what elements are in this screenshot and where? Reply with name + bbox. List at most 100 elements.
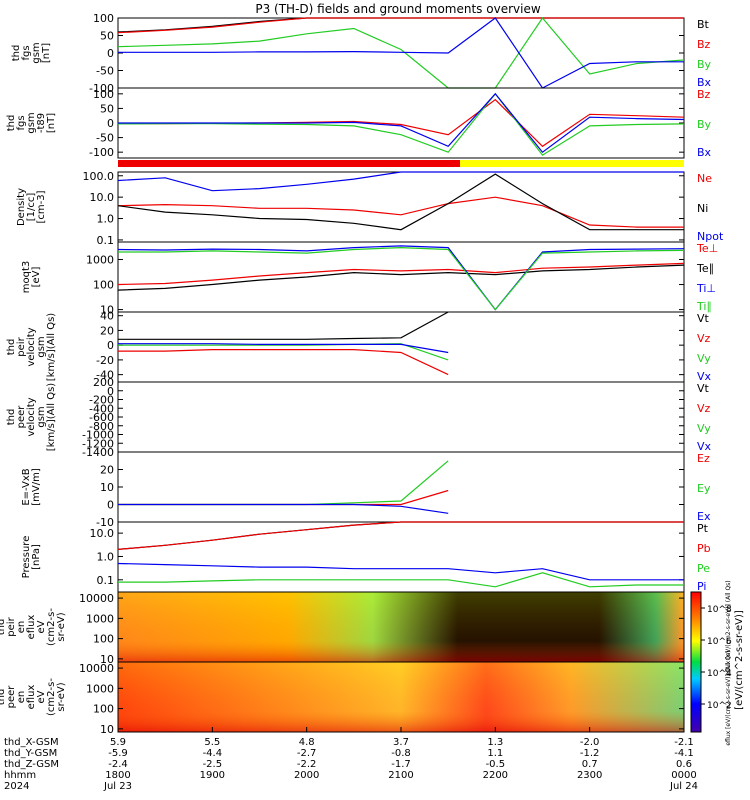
y-axis-label: thd peer en eflux eV (cm2-s-sr-eV) [0,678,67,716]
x-axis-row-value: -2.2 [297,759,317,770]
series-line-Pb [117,521,684,550]
y-tick-label: 20 [100,324,114,337]
x-axis-row-value: 5.9 [110,737,126,748]
legend-entry: Vx [697,370,712,383]
x-axis-row-value: -2.5 [203,759,223,770]
series-line-Pe [118,572,684,588]
series-line-Ne [117,196,684,228]
colorbar-label: [eV/(cm^2-s-sr-eV)] [734,610,745,710]
y-tick-label: 100.0 [83,170,115,183]
panel-frame [117,241,685,313]
date-label: Jul 24 [669,781,698,792]
y-tick-label: -800 [89,420,114,433]
y-tick-label: 0 [107,499,114,512]
legend-entry: Bx [697,146,712,159]
x-axis-row-label: thd_X-GSM [4,737,59,748]
legend-entry: Ti∥ [696,300,712,313]
legend-entry: Te∥ [696,262,714,275]
colorbar-tick-label: 10^2 [707,701,732,711]
y-axis-label: moqt3 [eV] [21,261,42,294]
x-axis-row-value: 5.5 [204,737,220,748]
series-line-Te [117,262,685,286]
x-axis-row-value: 0.6 [676,759,692,770]
legend-entry: Npot [697,230,724,243]
legend-entry: Pt [697,522,709,535]
y-tick-label: 1000 [86,254,114,267]
y-axis-label-line: moqt3 [21,261,32,294]
y-axis-label-line: gsm [36,406,47,427]
y-axis-label-line: gsm [26,112,37,133]
panel-8: 10.0 1.0 0.1 Pressure [nPa] Pt Pb Pe Pi [21,521,711,593]
y-tick-label: 10 [100,481,114,494]
y-tick-label: 0 [107,339,114,352]
colorbar-side-label: eflux [eV/(cm2-s-sr-eV)] (All Qs) [725,580,732,675]
series-line-Vz [118,349,449,376]
y-tick-label: 0 [107,385,114,398]
panel-frame [117,17,685,89]
series-line-Npot [117,171,684,192]
y-tick-label: -1400 [82,446,114,459]
y-tick-label: 40 [100,310,114,323]
y-axis-label-line: velocity [26,327,37,366]
y-axis-label-line: thd [11,45,22,62]
legend-entry: By [697,118,712,131]
panel-frame [117,171,685,243]
panel-3: 100.0 10.0 1.0 0.1 Density [1/cc] [cm-3] Ne Ni Np… [16,170,724,247]
legend-entry: Vy [697,352,711,365]
x-axis-row-label: thd_Y-GSM [4,748,57,759]
spectrogram-shading [118,662,684,732]
x-axis-row-value: -2.7 [297,748,317,759]
y-tick-label: 1000 [86,682,114,695]
y-axis-label-line: eflux [26,685,37,710]
y-tick-label: 50 [100,30,114,43]
y-axis-label-line: [nPa] [31,544,42,570]
x-axis-row-value: -0.5 [486,759,506,770]
series-line-Pi [117,562,684,581]
y-axis-label-line: en [16,621,27,634]
y-tick-label: 10000 [79,662,114,675]
colorbar-side-label-text: eflux [eV/(cm2-s-sr-eV)] (All Qs) [725,580,732,675]
panel-4: 1000 100 10 moqt3 [eV] Te⊥ Te∥ Ti⊥ Ti∥ [21,241,718,317]
x-axis-row-value: 2100 [388,770,413,781]
y-tick-label: 100 [93,279,114,292]
series-line-By [117,17,685,89]
y-tick-label: -200 [89,394,114,407]
y-axis-label-line: Pressure [21,536,32,579]
series-line-Ex [118,503,449,514]
series-line-Bz [117,17,684,34]
series-line-Vx [118,343,449,354]
legend-entry: Ex [697,510,711,523]
year-label: 2024 [4,781,29,792]
y-axis-label-line: [km/s](All Qs) [46,313,57,381]
y-tick-label: 50 [100,102,114,115]
y-axis-label-line: en [16,691,27,704]
y-axis-label-line: [1/cc] [26,193,37,222]
x-axis-row-value: -4.1 [674,748,694,759]
y-tick-label: 1000 [86,612,114,625]
y-tick-label: 10.0 [90,191,115,204]
y-axis-label-line: sr-eV) [56,682,67,711]
x-axis-row-value: 2300 [577,770,602,781]
series-line-Ey [118,460,449,506]
y-axis-label-line: peir [16,336,27,356]
y-axis-label-line: peir [6,616,17,636]
x-axis-row-value: 2200 [483,770,508,781]
legend-entry: Ey [697,482,711,495]
y-tick-label: 100 [93,633,114,646]
panel-frame [117,381,685,453]
colorbar-tick-label: 10^4 [707,669,732,679]
y-axis-label-line: [cm-3] [36,190,47,223]
legend-entry: Pe [697,562,710,575]
y-tick-label: 0 [107,117,114,130]
y-tick-label: -1000 [82,429,114,442]
y-tick-label: 100 [93,88,114,101]
panel-10: 10000 1000 100 10 thd peer en eflux eV (cm2-s-sr-… [0,661,685,736]
y-tick-label: 10 [100,653,114,666]
panel-1: 100 50 0 -50 -100 thd fgs gsm [nT] Bt Bz By Bx [11,12,712,95]
y-axis-label: Density [1/cc] [cm-3] [16,188,47,226]
y-axis-label-line: Density [16,188,27,226]
x-axis-row-value: 1900 [200,770,225,781]
x-axis-row-value: 0000 [671,770,696,781]
legend-entry: Bz [697,38,711,51]
y-axis-label-line: eV [36,690,47,703]
